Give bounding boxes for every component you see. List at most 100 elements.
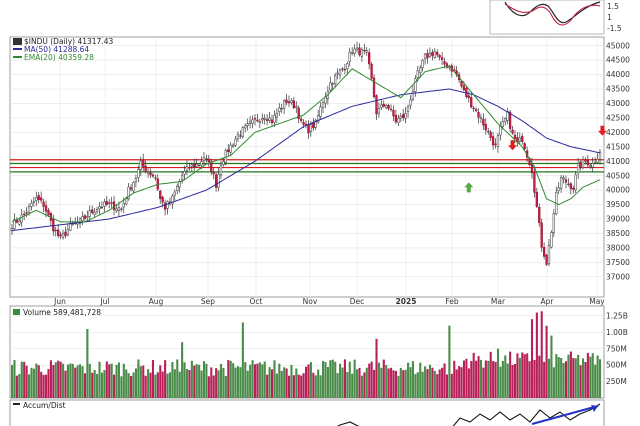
volume-bar bbox=[414, 374, 417, 398]
volume-bar bbox=[552, 367, 555, 398]
candle-body bbox=[139, 160, 142, 171]
candle-body bbox=[10, 228, 14, 232]
legend-ema20: EMA(20) 40359.28 bbox=[24, 53, 94, 62]
candle-body bbox=[584, 159, 587, 162]
candle-body bbox=[263, 117, 266, 120]
candle-body bbox=[22, 213, 26, 215]
volume-bar bbox=[523, 354, 526, 398]
volume-bar bbox=[147, 369, 150, 398]
volume-bar bbox=[365, 367, 368, 398]
volume-bar bbox=[23, 361, 26, 398]
volume-bar bbox=[292, 375, 295, 398]
volume-bar bbox=[105, 361, 108, 398]
volume-bar bbox=[416, 372, 419, 398]
candle-body bbox=[351, 52, 354, 54]
volume-tick-label: 1.00B bbox=[606, 328, 628, 337]
candle-body bbox=[59, 234, 62, 237]
volume-bar bbox=[273, 360, 276, 398]
volume-bar bbox=[358, 367, 361, 398]
month-label: Aug bbox=[149, 297, 164, 306]
candle-body bbox=[499, 126, 502, 136]
candle-body bbox=[504, 118, 507, 122]
volume-bar bbox=[266, 374, 269, 398]
volume-bar bbox=[113, 374, 116, 398]
candle-body bbox=[343, 68, 347, 71]
candle-body bbox=[550, 232, 553, 248]
volume-bar bbox=[88, 363, 91, 398]
volume-bar bbox=[351, 373, 354, 398]
candle-body bbox=[414, 78, 417, 92]
volume-bar bbox=[236, 366, 240, 398]
volume-bar bbox=[591, 353, 594, 398]
volume-bar bbox=[545, 325, 548, 398]
candle-body bbox=[341, 68, 344, 70]
candle-body bbox=[363, 49, 366, 52]
candle-body bbox=[246, 123, 249, 126]
volume-bar bbox=[436, 374, 439, 398]
volume-bar bbox=[227, 359, 230, 398]
volume-bar bbox=[392, 370, 395, 398]
volume-bar bbox=[312, 372, 315, 398]
volume-bar bbox=[377, 362, 380, 398]
volume-bar bbox=[154, 374, 157, 398]
volume-bar bbox=[511, 364, 514, 398]
candle-body bbox=[81, 216, 84, 222]
candle-body bbox=[212, 172, 215, 175]
candle-body bbox=[411, 91, 415, 100]
price-tick-label: 41000 bbox=[606, 157, 630, 166]
volume-bar bbox=[193, 365, 196, 398]
candle-body bbox=[229, 144, 232, 153]
candle-body bbox=[542, 247, 546, 257]
volume-bar bbox=[443, 363, 446, 398]
volume-bar bbox=[533, 359, 536, 398]
price-tick-label: 39000 bbox=[606, 215, 630, 224]
candle-body bbox=[241, 127, 244, 137]
volume-bar bbox=[120, 376, 123, 398]
volume-bar bbox=[555, 354, 558, 398]
candle-body bbox=[562, 177, 565, 180]
volume-bar bbox=[205, 363, 208, 398]
volume-bar bbox=[394, 370, 398, 398]
volume-bar bbox=[202, 361, 206, 398]
candle-body bbox=[353, 48, 356, 54]
volume-bar bbox=[567, 354, 570, 398]
price-legend: $INDU (Daily) 41317.43 MA(50) 41288.64 E… bbox=[13, 37, 113, 62]
volume-bar bbox=[543, 361, 546, 398]
volume-bar bbox=[42, 374, 45, 398]
volume-bar bbox=[188, 369, 191, 398]
volume-bar bbox=[385, 364, 388, 398]
volume-bar bbox=[275, 373, 278, 398]
candle-body bbox=[462, 85, 466, 91]
volume-bar bbox=[557, 357, 560, 398]
volume-bar bbox=[547, 358, 551, 398]
candle-body bbox=[137, 169, 140, 178]
candle-body bbox=[295, 106, 298, 108]
candle-body bbox=[185, 166, 189, 171]
candle-body bbox=[564, 179, 568, 183]
candle-body bbox=[205, 158, 208, 160]
volume-tick-label: 1.25B bbox=[606, 311, 628, 320]
volume-bar bbox=[421, 371, 424, 398]
volume-bar bbox=[164, 360, 167, 398]
volume-bar bbox=[100, 372, 104, 398]
volume-bar bbox=[195, 364, 198, 398]
volume-bar bbox=[217, 370, 220, 398]
candle-body bbox=[304, 123, 308, 125]
accum-dist-trend-arrowhead bbox=[591, 405, 598, 412]
volume-bar bbox=[513, 364, 517, 398]
candle-body bbox=[368, 52, 371, 65]
candle-body bbox=[479, 117, 483, 119]
volume-bar bbox=[472, 352, 475, 398]
candle-body bbox=[78, 218, 82, 224]
price-tick-label: 38500 bbox=[606, 229, 630, 238]
volume-bar bbox=[285, 368, 288, 398]
candle-body bbox=[443, 61, 446, 65]
candle-body bbox=[149, 172, 152, 176]
volume-bar bbox=[207, 376, 210, 398]
volume-bar bbox=[52, 364, 55, 398]
volume-bar bbox=[83, 373, 86, 398]
volume-bar bbox=[45, 374, 48, 398]
candle-body bbox=[338, 69, 342, 76]
volume-bar bbox=[535, 312, 538, 398]
candle-body bbox=[470, 97, 473, 108]
